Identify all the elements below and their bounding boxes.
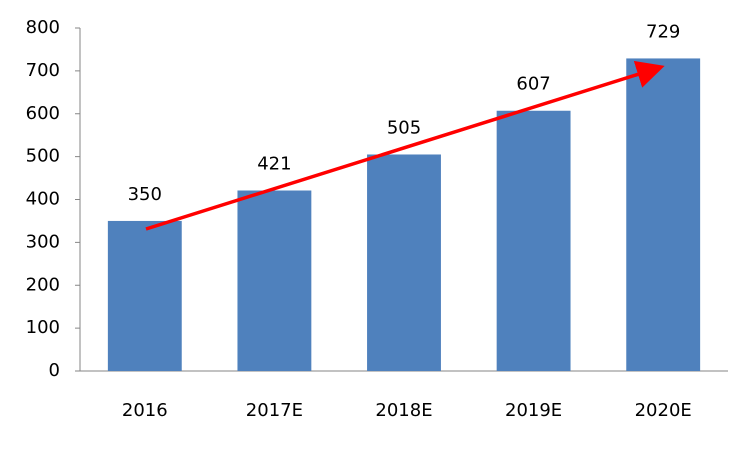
data-label: 505	[387, 117, 421, 138]
bar	[237, 190, 312, 371]
y-tick-label: 800	[26, 17, 60, 38]
y-tick-label: 400	[26, 189, 60, 210]
y-tick-label: 100	[26, 317, 60, 338]
x-tick-label: 2020E	[635, 400, 692, 421]
y-tick-label: 600	[26, 103, 60, 124]
y-tick-label: 200	[26, 274, 60, 295]
y-tick-label: 300	[26, 231, 60, 252]
data-label: 350	[128, 184, 162, 205]
y-tick-label: 700	[26, 60, 60, 81]
bar	[367, 154, 441, 371]
x-tick-label: 2019E	[505, 400, 562, 421]
x-tick-label: 2018E	[375, 400, 432, 421]
x-tick-label: 2017E	[246, 400, 303, 421]
bar	[107, 220, 182, 371]
plot-area: 0 100 200 300 400 500 600 700 800 2016 350 2017E 421…	[26, 17, 701, 421]
x-tick-label: 2016	[122, 400, 168, 421]
trend-arrow	[145, 60, 665, 231]
bar	[496, 110, 571, 371]
data-label: 421	[257, 153, 291, 174]
data-label: 729	[646, 21, 680, 42]
y-tick-label: 500	[26, 146, 60, 167]
y-tick-label: 0	[49, 360, 60, 381]
bar	[626, 58, 701, 371]
data-label: 607	[516, 74, 550, 95]
